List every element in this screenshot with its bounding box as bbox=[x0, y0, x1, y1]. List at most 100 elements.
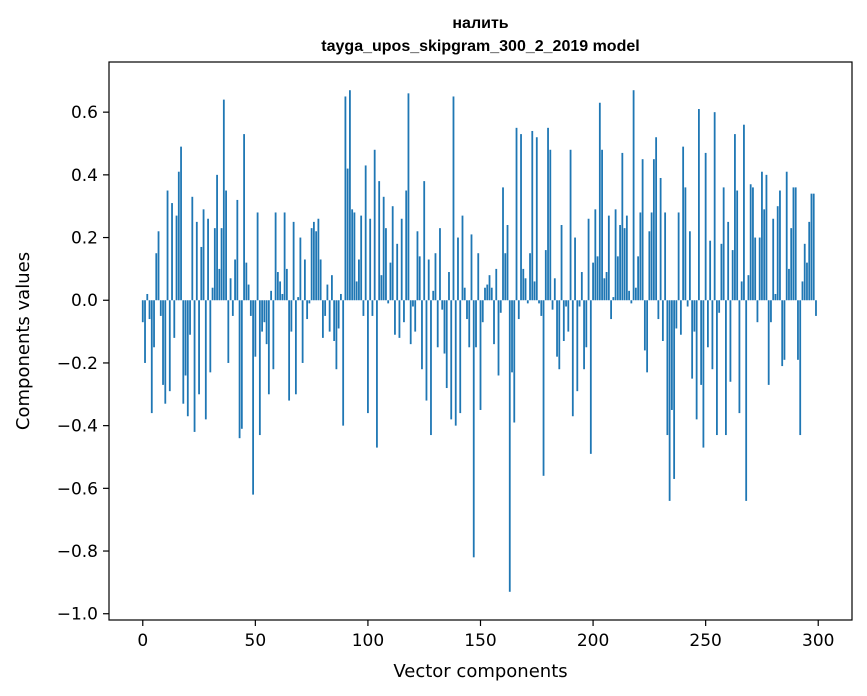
bar-259 bbox=[725, 300, 727, 436]
bar-266 bbox=[740, 281, 743, 301]
bar-224 bbox=[646, 300, 649, 373]
bar-273 bbox=[756, 300, 759, 323]
y-tick-label: −0.8 bbox=[57, 542, 98, 562]
bar-35 bbox=[220, 228, 223, 301]
bar-278 bbox=[767, 300, 770, 385]
bar-243 bbox=[688, 231, 691, 301]
y-tick-label: 0.6 bbox=[71, 103, 98, 123]
bar-265 bbox=[738, 300, 741, 414]
bar-72 bbox=[303, 259, 306, 301]
bar-119 bbox=[409, 300, 412, 345]
bar-111 bbox=[391, 206, 394, 301]
bar-208 bbox=[610, 300, 612, 320]
bar-51 bbox=[256, 212, 259, 301]
bar-277 bbox=[765, 174, 768, 301]
bar-214 bbox=[623, 228, 626, 301]
bar-192 bbox=[574, 237, 576, 301]
bar-168 bbox=[520, 134, 522, 301]
bar-49 bbox=[252, 300, 254, 495]
bar-40 bbox=[231, 300, 234, 316]
bar-297 bbox=[810, 193, 813, 301]
bar-189 bbox=[567, 300, 570, 332]
bar-182 bbox=[551, 300, 554, 310]
bar-258 bbox=[722, 187, 725, 301]
bar-203 bbox=[598, 102, 601, 301]
bar-286 bbox=[785, 171, 788, 301]
bar-170 bbox=[524, 278, 527, 301]
bar-285 bbox=[783, 300, 786, 360]
bar-42 bbox=[236, 199, 239, 301]
y-tick-label: −0.6 bbox=[57, 479, 98, 499]
bar-287 bbox=[788, 268, 790, 301]
chart-subtitle: tayga_upos_skipgram_300_2_2019 model bbox=[321, 38, 639, 55]
bar-110 bbox=[389, 262, 392, 301]
bar-292 bbox=[799, 300, 802, 436]
bar-75 bbox=[310, 228, 313, 301]
bar-144 bbox=[466, 300, 468, 320]
bar-279 bbox=[770, 300, 772, 323]
bar-267 bbox=[743, 124, 745, 301]
bar-137 bbox=[450, 300, 453, 420]
y-tick-label: 0.4 bbox=[71, 166, 98, 186]
bar-54 bbox=[263, 300, 266, 323]
bar-83 bbox=[328, 300, 331, 332]
bar-185 bbox=[558, 300, 561, 370]
bar-289 bbox=[792, 187, 795, 301]
bar-162 bbox=[506, 225, 509, 301]
bar-210 bbox=[614, 209, 617, 301]
bar-25 bbox=[198, 300, 200, 395]
bar-194 bbox=[578, 300, 581, 307]
bar-269 bbox=[747, 275, 750, 301]
bar-296 bbox=[808, 221, 811, 301]
bar-52 bbox=[258, 300, 261, 436]
bar-247 bbox=[698, 109, 700, 301]
bar-22 bbox=[191, 196, 194, 301]
bar-152 bbox=[484, 287, 486, 301]
bar-121 bbox=[414, 300, 417, 332]
bar-205 bbox=[603, 278, 606, 301]
bar-160 bbox=[502, 187, 504, 301]
bar-108 bbox=[385, 228, 387, 301]
bar-136 bbox=[448, 272, 450, 301]
bar-202 bbox=[596, 256, 599, 301]
bar-176 bbox=[538, 300, 540, 304]
bar-10 bbox=[164, 300, 167, 404]
bar-257 bbox=[720, 243, 723, 301]
bar-275 bbox=[761, 171, 763, 301]
bar-125 bbox=[423, 181, 426, 301]
bar-184 bbox=[556, 300, 558, 357]
bar-229 bbox=[657, 300, 660, 320]
y-tick-label: −0.2 bbox=[57, 354, 98, 374]
bar-131 bbox=[436, 300, 439, 348]
bar-114 bbox=[398, 300, 401, 338]
bar-26 bbox=[200, 246, 203, 301]
bar-230 bbox=[659, 177, 662, 301]
bar-38 bbox=[227, 300, 230, 363]
bar-239 bbox=[679, 300, 682, 335]
bar-45 bbox=[243, 134, 245, 301]
bar-215 bbox=[625, 215, 628, 301]
bar-207 bbox=[607, 215, 610, 301]
bar-7 bbox=[157, 231, 160, 301]
bar-64 bbox=[285, 268, 288, 301]
bar-41 bbox=[234, 259, 236, 301]
bar-70 bbox=[299, 237, 302, 301]
bar-158 bbox=[497, 300, 500, 376]
bar-31 bbox=[211, 287, 214, 301]
bar-197 bbox=[585, 300, 588, 348]
bar-113 bbox=[396, 243, 399, 301]
bar-27 bbox=[202, 209, 205, 301]
bar-291 bbox=[797, 300, 799, 360]
bar-73 bbox=[306, 300, 309, 320]
bar-92 bbox=[349, 90, 351, 301]
bar-150 bbox=[479, 300, 482, 410]
bar-175 bbox=[535, 137, 538, 301]
bar-191 bbox=[571, 300, 574, 417]
bar-209 bbox=[612, 297, 615, 301]
bar-102 bbox=[371, 300, 374, 316]
x-axis-ticks: 0 50 100 150 200 250 300 bbox=[137, 620, 834, 651]
bar-231 bbox=[661, 300, 664, 341]
bar-129 bbox=[432, 290, 435, 301]
bar-264 bbox=[736, 190, 739, 301]
